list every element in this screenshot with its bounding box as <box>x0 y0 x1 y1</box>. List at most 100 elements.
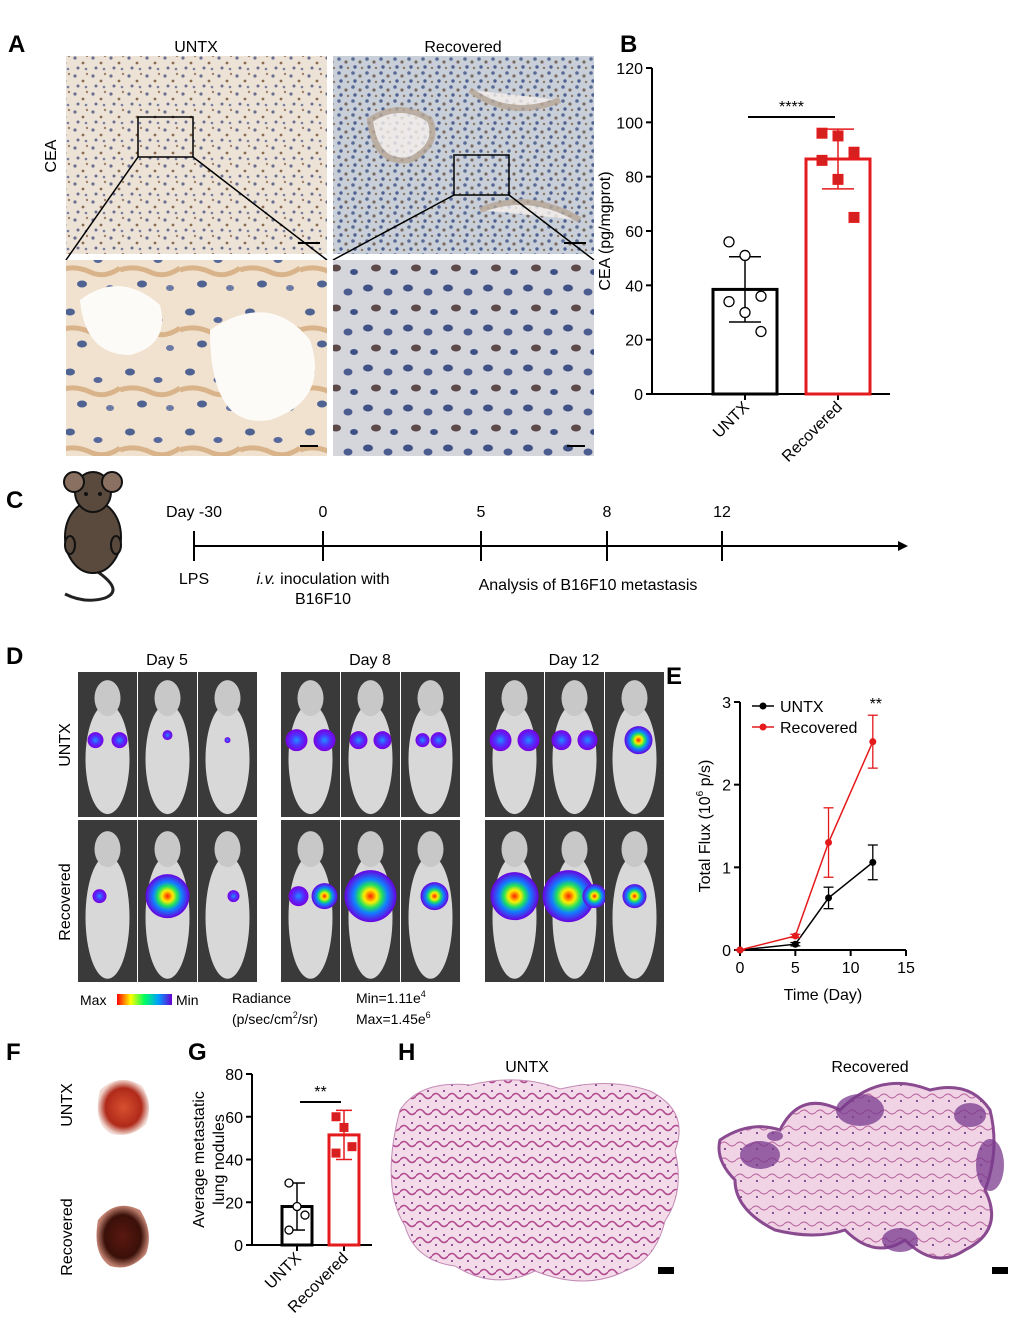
data-point <box>825 894 833 902</box>
unit-part: 2 <box>293 1010 298 1020</box>
data-point <box>723 236 735 248</box>
panel-label: B <box>620 31 637 58</box>
x-tick-label: UNTX <box>262 1250 305 1293</box>
panel-label: H <box>398 1039 415 1066</box>
x-tick-label: Recovered <box>779 399 846 466</box>
data-point <box>825 839 833 847</box>
x-axis-label: Time (Day) <box>784 987 863 1004</box>
day-label: 0 <box>319 504 328 521</box>
x-tick-label: 10 <box>842 960 860 977</box>
mouse-head <box>621 831 648 868</box>
signal <box>517 729 540 752</box>
y-axis-label: Average metastatic <box>191 1091 208 1228</box>
event-label: LPS <box>179 571 209 588</box>
data-point <box>755 325 767 338</box>
mouse-head <box>357 831 384 868</box>
tumor-nodules <box>740 1094 1004 1252</box>
signal <box>542 870 595 923</box>
bar <box>804 157 872 396</box>
radiance-label: Radiance <box>232 990 291 1006</box>
timeline-arrow <box>898 541 908 551</box>
column-title: Day 12 <box>549 652 600 669</box>
event-label-part: inoculation with <box>276 571 390 588</box>
color-scale <box>117 994 172 1005</box>
y-axis-label-part: Total Flux (10 <box>697 796 714 892</box>
signal <box>92 889 107 904</box>
day-label: Day -30 <box>166 504 222 521</box>
event-label: Analysis of B16F10 metastasis <box>479 577 698 594</box>
mouse-head <box>417 680 444 717</box>
y-tick-label: 80 <box>625 170 643 187</box>
data-point <box>869 858 877 866</box>
data-point <box>739 249 751 262</box>
panel-label: C <box>6 487 23 514</box>
mouse-head <box>214 680 241 717</box>
y-tick-label: 0 <box>234 1238 243 1255</box>
signal <box>551 730 572 751</box>
y-axis-label-part: p/s) <box>697 760 714 791</box>
row-label: CEA <box>43 139 60 172</box>
range-label: Min=1.11e4 <box>356 989 426 1006</box>
y-tick-label: 120 <box>616 61 643 78</box>
signal <box>224 737 231 744</box>
row-label: Recovered <box>59 1198 76 1275</box>
y-tick-label: 1 <box>722 860 731 877</box>
event-label: B16F10 <box>295 591 351 608</box>
mouse-head <box>94 831 121 868</box>
column-title: Day 5 <box>146 652 188 669</box>
mouse-head <box>501 831 528 868</box>
signal <box>87 732 104 749</box>
alveolus <box>80 286 315 421</box>
signal <box>489 729 512 752</box>
signal <box>415 733 430 748</box>
mouse-icon <box>63 471 123 602</box>
mouse-head <box>501 680 528 717</box>
x-tick-label: 5 <box>791 960 800 977</box>
mouse-body <box>288 703 333 815</box>
day-label: 5 <box>477 504 486 521</box>
data-point <box>736 946 744 954</box>
unit-part: /sr) <box>298 1011 318 1027</box>
event-label-part: i.v. <box>256 571 275 588</box>
panel-label: A <box>8 31 25 58</box>
y-tick-label: 100 <box>616 115 643 132</box>
y-axis-label-part: 6 <box>695 790 706 796</box>
zoom-box <box>453 154 510 196</box>
mouse-body <box>612 855 657 979</box>
data-point <box>791 940 799 948</box>
lung-photo <box>97 1079 150 1135</box>
micrograph <box>333 260 594 456</box>
signal <box>313 729 336 752</box>
data-point <box>339 1122 349 1132</box>
range-label: Max=1.45e6 <box>356 1010 431 1027</box>
y-tick-label: 60 <box>225 1110 243 1127</box>
scale-label: Min <box>176 992 199 1008</box>
signal <box>145 874 190 919</box>
column-title: Recovered <box>424 39 501 56</box>
mouse-body <box>205 855 250 979</box>
mouse-body <box>492 703 537 815</box>
y-tick-label: 20 <box>625 333 643 350</box>
mouse-head <box>561 831 588 868</box>
y-tick-label: 2 <box>722 778 731 795</box>
data-point <box>331 1148 341 1158</box>
legend-label: Recovered <box>780 720 857 737</box>
y-axis-label: lung nodules <box>211 1114 228 1205</box>
scale-label: Max <box>80 992 106 1008</box>
column-title: Day 8 <box>349 652 391 669</box>
range-part: 4 <box>421 989 426 999</box>
data-point <box>848 146 860 158</box>
data-point <box>292 1201 302 1212</box>
signal <box>622 884 647 909</box>
signal <box>288 886 309 907</box>
data-point <box>816 154 828 166</box>
data-point <box>848 211 860 223</box>
signal <box>111 732 128 749</box>
data-point <box>869 738 877 746</box>
data-point <box>284 1178 294 1188</box>
mouse-body <box>85 703 130 815</box>
y-tick-label: 0 <box>634 387 643 404</box>
legend-marker <box>759 723 767 731</box>
signal <box>624 726 653 755</box>
mouse-body <box>205 703 250 815</box>
